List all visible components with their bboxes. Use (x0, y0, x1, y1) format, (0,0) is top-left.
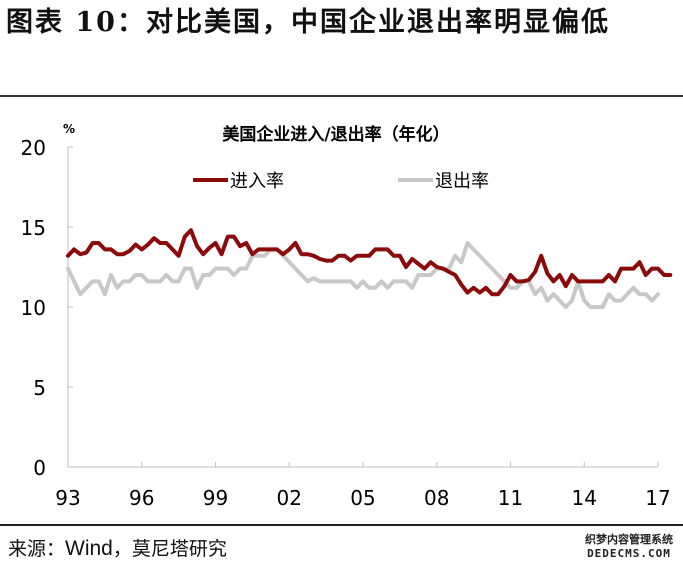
y-tick-label: 0 (33, 456, 46, 480)
figure-title: 图表 10：对比美国，中国企业退出率明显偏低 (6, 7, 610, 38)
entry-rate-line (66, 228, 673, 297)
legend: 进入率 退出率 (193, 171, 489, 192)
y-tick-label: 5 (33, 376, 46, 400)
source-wind: Wind (65, 537, 113, 560)
x-tick-label: 14 (572, 486, 597, 510)
x-tick-label: 99 (203, 486, 228, 510)
x-tick-label: 93 (55, 486, 80, 510)
source-prefix: 来源： (8, 538, 66, 560)
x-tick-label: 05 (350, 486, 375, 510)
x-tick-label: 17 (645, 486, 670, 510)
x-tick-label: 11 (498, 486, 523, 510)
top-divider (0, 95, 683, 97)
source-suffix: ，莫尼塔研究 (112, 538, 227, 560)
y-tick-label: 20 (21, 136, 46, 160)
series-lines (66, 228, 673, 309)
y-axis-unit: % (63, 122, 75, 136)
x-tick-label: 08 (424, 486, 449, 510)
y-tick-label: 15 (21, 216, 46, 240)
chart-title: 美国企业进入/退出率（年化） (222, 124, 449, 145)
legend-label-exit-rate: 退出率 (435, 171, 489, 192)
exit-rate-line (66, 241, 660, 309)
x-tick-label: 02 (277, 486, 302, 510)
y-tick-label: 10 (21, 296, 46, 320)
source-note: 来源：Wind，莫尼塔研究 (8, 534, 227, 561)
watermark-line1: 织梦内容管理系统 (585, 533, 673, 546)
x-tick-label: 96 (129, 486, 154, 510)
watermark-line2: DEDECMS.COM (587, 547, 671, 560)
bottom-divider (0, 524, 683, 526)
legend-label-entry-rate: 进入率 (230, 171, 284, 192)
watermark: 织梦内容管理系统 DEDECMS.COM (585, 533, 673, 561)
